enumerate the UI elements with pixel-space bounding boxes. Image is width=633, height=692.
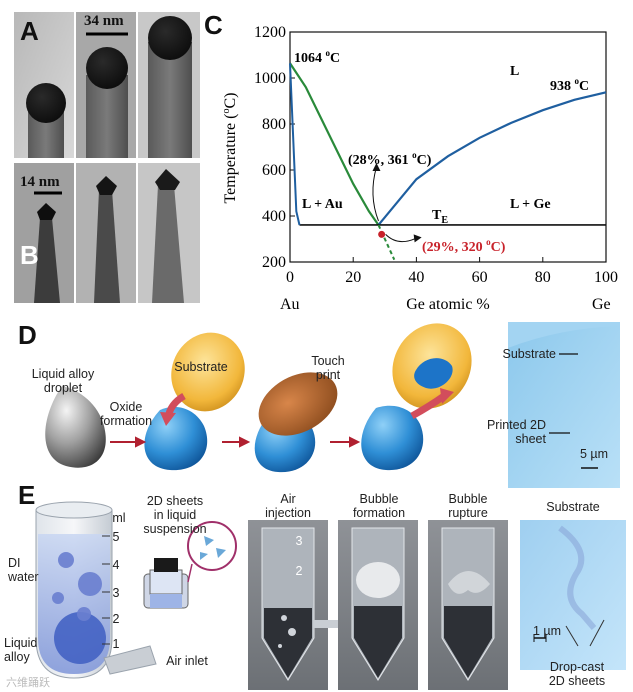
label-air-inlet: Air inlet — [166, 654, 208, 668]
microscope-image-d — [508, 322, 620, 488]
metastable-arrow — [385, 234, 416, 243]
y-tick-label: 200 — [262, 254, 286, 271]
metastable-point — [378, 230, 386, 238]
label-micro-substrate: Substrate — [502, 347, 556, 361]
label-bubble-formation: Bubble formation — [352, 492, 406, 520]
te-label: TE — [432, 208, 448, 226]
eutectic-arrow — [372, 166, 379, 222]
oxidized-droplet-1 — [144, 406, 208, 471]
region-l: L — [510, 64, 519, 79]
label-printed-sheet: Printed 2D sheet — [486, 418, 546, 446]
printed-droplet — [361, 405, 424, 471]
label-oxide: Oxide formation — [99, 400, 153, 428]
y-tick-label: 400 — [262, 208, 286, 225]
label-di-water: DI water — [8, 556, 39, 584]
bottle-cap — [154, 558, 178, 572]
microscope-image-e — [520, 520, 626, 670]
watermark: 六维踊跃 — [6, 677, 50, 689]
y-tick-label: 800 — [262, 116, 286, 133]
x-tick-label: 20 — [345, 269, 361, 286]
y-tick-label: 1000 — [254, 70, 286, 87]
label-substrate-disc: Substrate — [174, 360, 228, 374]
panel-label-a: A — [20, 16, 39, 46]
series-au-liquidus — [289, 62, 380, 226]
x-axis-label: Ge atomic % — [406, 296, 490, 313]
photo-tick-3: 3 — [295, 534, 303, 548]
label-air-injection: Air injection — [265, 492, 311, 520]
scale-label-a: 34 nm — [84, 13, 124, 29]
label-drop-cast: Drop-cast 2D sheets — [548, 660, 606, 688]
tem-grid — [14, 12, 200, 303]
touch-print-schematic — [45, 322, 620, 488]
bubble-exfoliation-schematic — [35, 501, 626, 690]
tube-tick-4: 4 — [112, 558, 120, 572]
series-ge-liquidus — [377, 91, 607, 226]
x-tick-label: 80 — [535, 269, 551, 286]
touch-substrate — [258, 372, 338, 436]
panel-label-c: C — [204, 10, 223, 40]
photo-bubble-rupture — [428, 520, 508, 690]
phase-diagram: 200 400 600 800 1000 1200 0 20 40 60 80 100 1064 o… — [221, 24, 618, 313]
eutectic-label: (28%, 361 oC) — [348, 150, 432, 168]
label-touch: Touch print — [311, 354, 345, 382]
metastable-label: (29%, 320 oC) — [422, 237, 506, 255]
label-sheets: 2D sheets in liquid suspension — [143, 494, 207, 536]
panel-label-b: B — [20, 240, 39, 270]
x-right-label: Ge — [592, 296, 611, 313]
tube-tick-5: 5 — [112, 530, 120, 544]
region-l-au: L + Au — [302, 197, 343, 212]
substrate-disc — [171, 332, 245, 412]
photo-air-injection — [248, 520, 338, 690]
scale-label-b: 14 nm — [20, 174, 60, 190]
panel-label-d: D — [18, 320, 37, 350]
metastable-arrowhead — [413, 234, 422, 243]
label-scale-d: 5 µm — [579, 447, 609, 461]
label-micro-substrate-e: Substrate — [546, 500, 600, 514]
label-ml: ml — [112, 511, 126, 525]
tube-tick-3: 3 — [112, 586, 120, 600]
tube-tick-1: 1 — [112, 637, 120, 651]
x-tick-label: 40 — [408, 269, 424, 286]
label-droplet: Liquid alloy droplet — [31, 367, 95, 395]
panel-label-e: E — [18, 480, 36, 510]
series-metastable — [377, 224, 396, 261]
tube-tick-2: 2 — [112, 612, 120, 626]
y-tick-label: 600 — [262, 162, 286, 179]
grey-droplet — [45, 386, 106, 468]
panel-a: A 34 nm B 14 nm — [0, 0, 215, 310]
label-bubble-rupture: Bubble rupture — [448, 492, 488, 520]
y-tick-label: 1200 — [254, 24, 286, 41]
ge-melt-label: 938 oC — [550, 76, 589, 94]
x-tick-label: 60 — [472, 269, 488, 286]
label-scale-e: 1 µm — [532, 624, 562, 638]
au-melt-label: 1064 oC — [294, 48, 340, 66]
x-tick-label: 100 — [594, 269, 618, 286]
series-au-solidus — [289, 63, 301, 226]
x-tick-label: 0 — [286, 269, 294, 286]
x-left-label: Au — [280, 296, 300, 313]
y-axis-label: Temperature (oC) — [221, 93, 239, 204]
eutectic-arrowhead — [372, 162, 381, 171]
photo-bubble-formation — [338, 520, 418, 690]
label-liquid-alloy: Liquid alloy — [4, 636, 38, 664]
region-l-ge: L + Ge — [510, 197, 551, 212]
photo-tick-2: 2 — [295, 564, 303, 578]
plot-frame — [289, 31, 607, 263]
